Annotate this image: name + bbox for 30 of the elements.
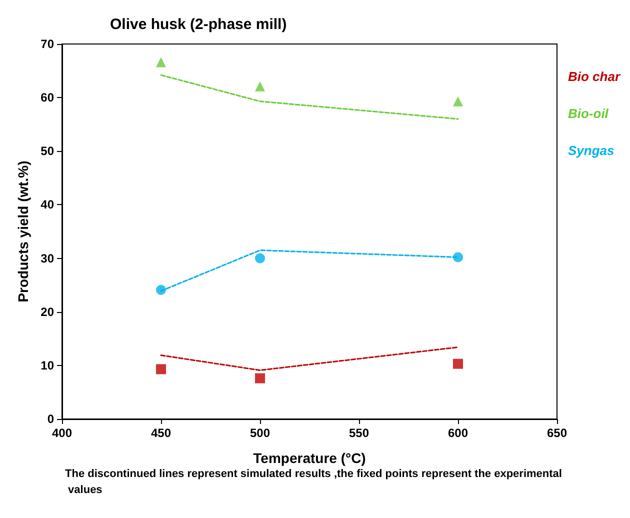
y-tick-label: 30 [40, 251, 54, 266]
chart-title: Olive husk (2-phase mill) [110, 16, 287, 33]
y-tick-label: 0 [47, 412, 54, 426]
point [255, 253, 265, 264]
y-tick-label: 70 [40, 37, 54, 51]
y-tick-label: 40 [40, 198, 54, 212]
y-tick-label: 10 [40, 358, 54, 372]
point [453, 252, 463, 262]
point [156, 364, 166, 374]
point [453, 96, 463, 106]
x-tick-label: 500 [250, 426, 270, 440]
text: Syngas [568, 143, 614, 158]
x-tick-label: 650 [546, 426, 568, 440]
point [255, 373, 265, 384]
text: The discontinued lines represent simulated results ,the fixed points represent the experimental values [65, 468, 562, 496]
point [156, 284, 166, 295]
y-tick-label: 20 [40, 304, 54, 319]
y-tick-label: 50 [40, 144, 54, 158]
x-tick-label: 450 [150, 426, 172, 440]
y-axis-title: Products yield (wt.%) [14, 160, 31, 302]
y-tick-label: 60 [40, 90, 54, 105]
point [156, 57, 166, 68]
x-tick-label: 550 [348, 426, 370, 440]
x-tick-label: 600 [448, 426, 468, 440]
text: Bio-oil [568, 106, 609, 121]
x-axis-title: Temperature (°C) [253, 450, 366, 466]
point [255, 81, 265, 92]
point [453, 358, 463, 369]
x-tick-label: 400 [52, 426, 72, 440]
text: Bio char [568, 69, 621, 84]
